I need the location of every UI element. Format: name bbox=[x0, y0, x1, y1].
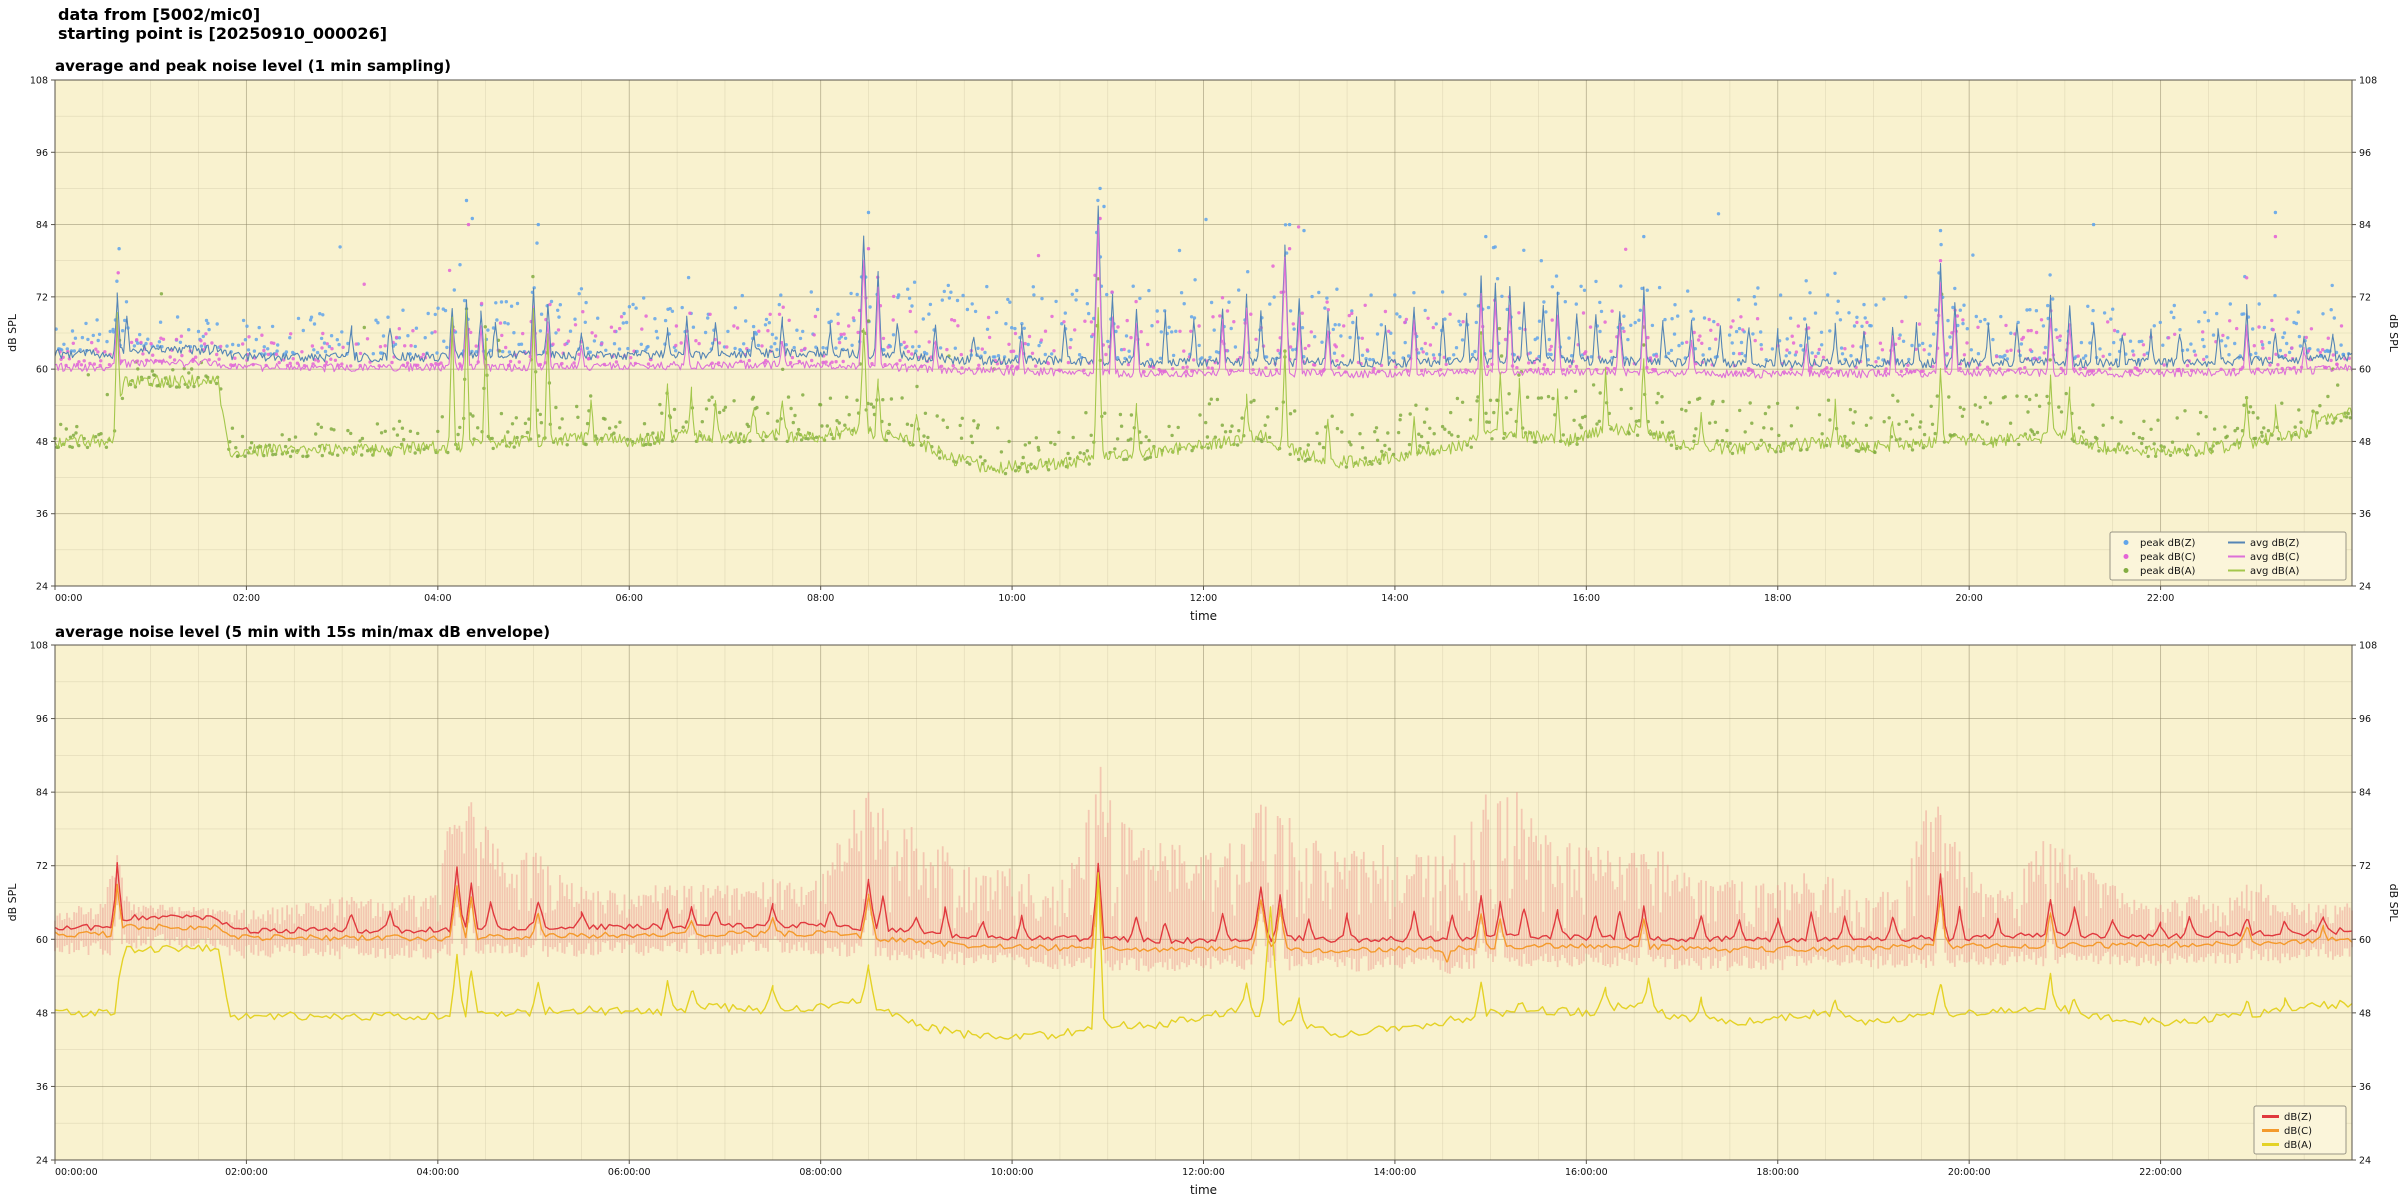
x-tick-label: 02:00:00 bbox=[225, 1167, 268, 1178]
y-tick-label-left: 60 bbox=[36, 935, 48, 946]
grid bbox=[54, 79, 2353, 587]
x-tick-label: 14:00 bbox=[1381, 593, 1408, 604]
header-line-2: starting point is [20250910_000026] bbox=[58, 24, 388, 43]
x-tick-label: 22:00:00 bbox=[2139, 1167, 2182, 1178]
legend: peak dB(Z) peak dB(C) peak dB(A) avg dB(Z) a… bbox=[2109, 531, 2347, 581]
x-axis-label: time bbox=[1190, 1183, 1217, 1197]
y-axis-label-left: dB SPL bbox=[6, 313, 19, 352]
z-line bbox=[54, 862, 2353, 944]
y-tick-label-left: 48 bbox=[36, 437, 48, 448]
figure-header: data from [5002/mic0] starting point is … bbox=[58, 5, 387, 43]
x-tick-label: 18:00 bbox=[1764, 593, 1791, 604]
chart-title: average noise level (5 min with 15s min/… bbox=[55, 623, 550, 641]
legend-marker-dot bbox=[2123, 568, 2129, 573]
chart-title: average and peak noise level (1 min samp… bbox=[55, 57, 451, 75]
x-tick-label: 22:00 bbox=[2147, 593, 2174, 604]
y-tick-label-right: 48 bbox=[2359, 1008, 2371, 1019]
y-tick-label-right: 108 bbox=[2359, 76, 2377, 87]
x-tick-label: 04:00:00 bbox=[416, 1167, 459, 1178]
avg_c-line bbox=[54, 224, 2353, 379]
legend-label: avg dB(A) bbox=[2250, 566, 2300, 577]
legend-marker-dot bbox=[2123, 540, 2129, 545]
legend-label: peak dB(C) bbox=[2140, 552, 2196, 563]
legend-marker-dot bbox=[2123, 554, 2129, 559]
x-tick-label: 06:00:00 bbox=[608, 1167, 651, 1178]
y-tick-label-right: 36 bbox=[2359, 509, 2371, 520]
y-tick-label-right: 48 bbox=[2359, 437, 2371, 448]
y-tick-label-right: 72 bbox=[2359, 292, 2371, 303]
y-tick-label-left: 108 bbox=[30, 641, 48, 652]
legend-label: peak dB(A) bbox=[2140, 566, 2196, 577]
y-tick-label-left: 96 bbox=[36, 148, 48, 159]
legend-label: avg dB(Z) bbox=[2250, 538, 2300, 549]
x-tick-label: 02:00 bbox=[233, 593, 260, 604]
y-tick-label-left: 72 bbox=[36, 292, 48, 303]
y-tick-label-right: 36 bbox=[2359, 1082, 2371, 1093]
y-tick-label-left: 108 bbox=[30, 76, 48, 87]
y-tick-label-right: 108 bbox=[2359, 641, 2377, 652]
y-axis-label-right: dB SPL bbox=[2387, 314, 2400, 353]
y-tick-label-right: 24 bbox=[2359, 1156, 2371, 1167]
x-tick-label: 04:00 bbox=[424, 593, 451, 604]
x-tick-label: 12:00:00 bbox=[1182, 1167, 1225, 1178]
y-tick-label-right: 24 bbox=[2359, 582, 2371, 593]
legend-label: peak dB(Z) bbox=[2140, 538, 2196, 549]
legend-label: dB(C) bbox=[2284, 1126, 2312, 1137]
chart-top: 00:00 02:00 04:00 06:00 08:00 10:00 12:00 14:00… bbox=[6, 57, 2400, 623]
x-tick-label: 10:00 bbox=[998, 593, 1025, 604]
y-tick-label-left: 24 bbox=[36, 1156, 48, 1167]
y-tick-label-left: 72 bbox=[36, 861, 48, 872]
c-line bbox=[54, 877, 2353, 963]
legend-label: dB(Z) bbox=[2284, 1112, 2312, 1123]
avg_z-line bbox=[54, 205, 2353, 369]
legend-label: dB(A) bbox=[2284, 1140, 2312, 1151]
y-tick-label-right: 84 bbox=[2359, 220, 2371, 231]
y-tick-label-left: 24 bbox=[36, 582, 48, 593]
y-tick-label-left: 36 bbox=[36, 509, 48, 520]
y-tick-label-left: 60 bbox=[36, 365, 48, 376]
y-tick-label-left: 96 bbox=[36, 714, 48, 725]
a-line bbox=[54, 872, 2353, 1040]
x-tick-label: 14:00:00 bbox=[1374, 1167, 1417, 1178]
x-tick-label: 00:00:00 bbox=[55, 1167, 98, 1178]
peak_a-dots bbox=[53, 274, 2352, 476]
y-axis-label-left: dB SPL bbox=[6, 883, 19, 922]
header-line-1: data from [5002/mic0] bbox=[58, 5, 261, 24]
x-tick-label: 12:00 bbox=[1190, 593, 1217, 604]
x-tick-label: 00:00 bbox=[55, 593, 82, 604]
y-tick-label-left: 48 bbox=[36, 1008, 48, 1019]
x-tick-label: 08:00 bbox=[807, 593, 834, 604]
x-axis-label: time bbox=[1190, 609, 1217, 623]
x-tick-label: 08:00:00 bbox=[799, 1167, 842, 1178]
y-tick-label-left: 84 bbox=[36, 220, 48, 231]
x-tick-label: 16:00 bbox=[1573, 593, 1600, 604]
x-tick-label: 18:00:00 bbox=[1756, 1167, 1799, 1178]
axes: 00:00:00 02:00:00 04:00:00 06:00:00 08:00:00… bbox=[30, 641, 2377, 1179]
chart-bottom: 00:00:00 02:00:00 04:00:00 06:00:00 08:00:00… bbox=[6, 623, 2400, 1197]
y-tick-label-right: 96 bbox=[2359, 148, 2371, 159]
x-tick-label: 16:00:00 bbox=[1565, 1167, 1608, 1178]
y-tick-label-left: 36 bbox=[36, 1082, 48, 1093]
x-tick-label: 06:00 bbox=[616, 593, 643, 604]
x-tick-label: 10:00:00 bbox=[991, 1167, 1034, 1178]
y-tick-label-left: 84 bbox=[36, 788, 48, 799]
legend-label: avg dB(C) bbox=[2250, 552, 2300, 563]
x-tick-label: 20:00 bbox=[1955, 593, 1982, 604]
legend: dB(Z) dB(C) dB(A) bbox=[2253, 1105, 2347, 1155]
axes: 00:00 02:00 04:00 06:00 08:00 10:00 12:00 14:00… bbox=[30, 76, 2377, 605]
y-tick-label-right: 96 bbox=[2359, 714, 2371, 725]
y-axis-label-right: dB SPL bbox=[2387, 884, 2400, 923]
y-tick-label-right: 84 bbox=[2359, 788, 2371, 799]
avg_a-line bbox=[54, 307, 2353, 474]
y-tick-label-right: 60 bbox=[2359, 365, 2371, 376]
y-tick-label-right: 60 bbox=[2359, 935, 2371, 946]
y-tick-label-right: 72 bbox=[2359, 861, 2371, 872]
x-tick-label: 20:00:00 bbox=[1948, 1167, 1991, 1178]
